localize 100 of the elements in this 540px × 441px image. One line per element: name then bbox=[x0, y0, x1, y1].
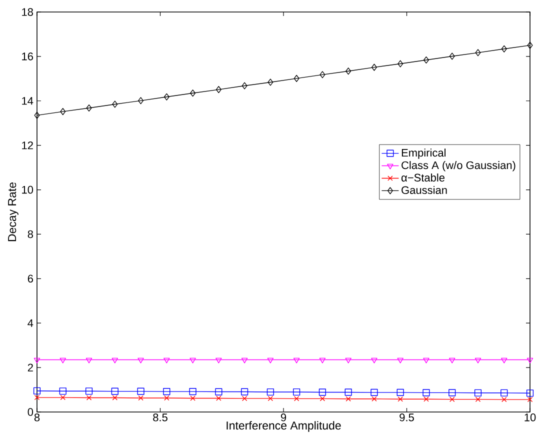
point bbox=[216, 396, 222, 401]
point bbox=[111, 388, 118, 395]
point bbox=[396, 388, 404, 396]
x-axis-title: Interference Amplitude bbox=[226, 421, 341, 432]
point bbox=[138, 97, 144, 104]
point bbox=[137, 388, 144, 395]
point bbox=[371, 358, 378, 364]
x-tick-label: 8 bbox=[34, 414, 40, 422]
point bbox=[423, 56, 429, 64]
point bbox=[526, 358, 534, 364]
point bbox=[500, 389, 508, 396]
point bbox=[190, 396, 196, 401]
point bbox=[320, 71, 326, 78]
point bbox=[241, 358, 248, 364]
point bbox=[370, 388, 378, 396]
point bbox=[86, 358, 92, 364]
point bbox=[86, 104, 92, 112]
point bbox=[449, 52, 455, 60]
point bbox=[112, 395, 118, 400]
point bbox=[242, 396, 248, 402]
point bbox=[320, 396, 326, 402]
point bbox=[501, 358, 508, 364]
point bbox=[164, 93, 170, 100]
y-tick-label: 14 bbox=[22, 97, 34, 105]
y-tick-label: 10 bbox=[22, 186, 34, 194]
point bbox=[34, 394, 40, 400]
point bbox=[424, 396, 429, 402]
point bbox=[34, 112, 40, 119]
point bbox=[293, 358, 300, 364]
point bbox=[345, 358, 352, 364]
y-tick-label: 6 bbox=[28, 274, 34, 283]
point bbox=[268, 396, 274, 402]
point bbox=[164, 395, 170, 401]
point bbox=[346, 396, 351, 402]
point bbox=[474, 389, 482, 396]
point bbox=[346, 68, 352, 75]
point bbox=[371, 64, 377, 71]
point bbox=[448, 389, 456, 396]
point bbox=[372, 396, 377, 402]
point bbox=[60, 394, 66, 400]
point bbox=[423, 358, 430, 364]
y-axis-title: Decay Rate bbox=[8, 182, 18, 242]
point bbox=[294, 396, 300, 402]
point bbox=[266, 388, 274, 396]
point bbox=[33, 387, 41, 394]
point bbox=[475, 396, 481, 402]
point bbox=[215, 388, 222, 396]
point bbox=[163, 388, 170, 396]
legend-label: α−Stable bbox=[402, 173, 445, 182]
point bbox=[502, 396, 507, 402]
point bbox=[397, 358, 404, 364]
point bbox=[526, 390, 534, 397]
point bbox=[190, 90, 196, 97]
point bbox=[216, 86, 222, 94]
point bbox=[474, 358, 482, 364]
point bbox=[527, 42, 533, 49]
x-tick-label: 10 bbox=[524, 414, 536, 422]
point bbox=[138, 358, 144, 364]
point bbox=[216, 358, 222, 364]
point bbox=[344, 388, 352, 396]
y-tick-label: 8 bbox=[28, 230, 34, 238]
point bbox=[398, 396, 403, 402]
point bbox=[268, 78, 274, 86]
point bbox=[164, 358, 170, 364]
point bbox=[59, 388, 66, 395]
y-tick-label: 4 bbox=[28, 319, 34, 327]
point bbox=[60, 108, 66, 116]
point bbox=[85, 388, 93, 395]
point bbox=[318, 388, 326, 396]
y-tick-label: 18 bbox=[22, 8, 33, 16]
legend-label: Gaussian bbox=[402, 186, 447, 194]
y-tick-label: 2 bbox=[28, 364, 33, 372]
point bbox=[242, 82, 248, 90]
point bbox=[189, 388, 196, 396]
point bbox=[294, 74, 300, 82]
point bbox=[527, 396, 533, 402]
x-tick-label: 9.5 bbox=[400, 414, 414, 422]
point bbox=[112, 358, 118, 364]
point bbox=[112, 100, 118, 108]
point bbox=[450, 396, 455, 402]
y-tick-label: 16 bbox=[22, 52, 33, 60]
y-tick-label: 12 bbox=[22, 141, 33, 150]
x-tick-label: 8.5 bbox=[153, 414, 168, 422]
point bbox=[293, 388, 300, 396]
point bbox=[449, 358, 456, 364]
point bbox=[319, 358, 326, 364]
x-tick-label: 9 bbox=[280, 414, 286, 422]
point bbox=[267, 358, 274, 364]
legend-label: Empirical bbox=[402, 148, 446, 159]
point bbox=[60, 358, 66, 364]
legend-label: Class A (w/o Gaussian) bbox=[402, 161, 516, 172]
point bbox=[138, 395, 144, 401]
point bbox=[190, 358, 196, 364]
point bbox=[86, 395, 92, 400]
point bbox=[241, 388, 248, 396]
point bbox=[398, 60, 404, 68]
y-tick-label: 0 bbox=[28, 408, 34, 416]
point bbox=[501, 45, 507, 52]
point bbox=[34, 358, 40, 364]
point bbox=[422, 389, 430, 396]
